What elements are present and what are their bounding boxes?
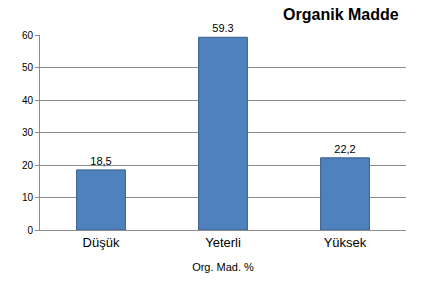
svg-text:Düşük: Düşük bbox=[83, 235, 120, 250]
svg-text:Yüksek: Yüksek bbox=[324, 235, 367, 250]
svg-text:Organik Madde: Organik Madde bbox=[283, 6, 399, 23]
svg-text:20: 20 bbox=[22, 160, 34, 171]
svg-text:40: 40 bbox=[22, 95, 34, 106]
svg-text:10: 10 bbox=[22, 192, 34, 203]
svg-text:50: 50 bbox=[22, 62, 34, 73]
svg-text:30: 30 bbox=[22, 127, 34, 138]
svg-text:18,5: 18,5 bbox=[90, 155, 111, 167]
svg-text:0: 0 bbox=[27, 225, 33, 236]
svg-text:60: 60 bbox=[22, 30, 34, 41]
svg-text:59.3: 59.3 bbox=[212, 22, 233, 34]
svg-text:Yeterli: Yeterli bbox=[205, 235, 241, 250]
svg-text:Org. Mad. %: Org. Mad. % bbox=[192, 261, 254, 273]
svg-text:22,2: 22,2 bbox=[334, 143, 355, 155]
